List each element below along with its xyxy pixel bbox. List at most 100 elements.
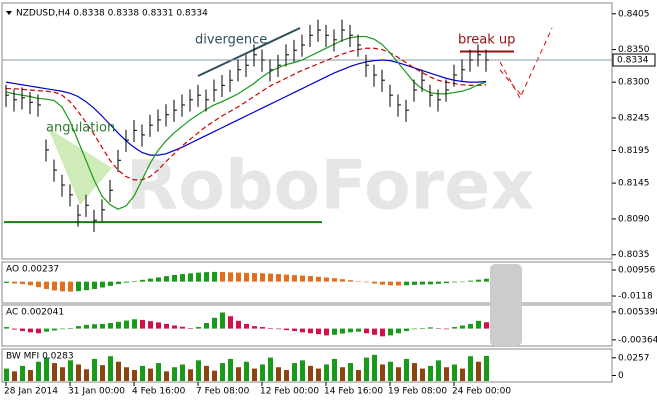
histogram-bar — [428, 365, 433, 381]
ac-panel — [1, 304, 613, 347]
histogram-bar — [412, 363, 417, 381]
histogram-bar — [204, 323, 209, 329]
histogram-bar — [380, 281, 385, 285]
histogram-bar — [28, 328, 33, 333]
histogram-bar — [20, 328, 25, 332]
histogram-bar — [276, 328, 281, 330]
histogram-bar — [244, 361, 249, 381]
histogram-bar — [420, 368, 425, 381]
current-price-box — [612, 53, 656, 67]
histogram-bar — [76, 281, 81, 292]
histogram-bar — [324, 328, 329, 336]
histogram-bar — [220, 272, 225, 282]
watermark: RoboForex — [126, 147, 534, 226]
histogram-bar — [52, 281, 57, 291]
histogram-bar — [116, 321, 121, 329]
y-tick-label: 0.8300 — [618, 78, 650, 88]
histogram-bar — [388, 281, 393, 286]
histogram-bar — [460, 325, 465, 329]
histogram-bar — [308, 276, 313, 282]
histogram-bar — [356, 328, 361, 332]
panel-title: AO 0.00237 — [6, 265, 59, 275]
histogram-bar — [212, 317, 217, 329]
histogram-bar — [284, 328, 289, 331]
histogram-bar — [204, 272, 209, 282]
forecast-area — [490, 264, 522, 346]
x-tick-label: 7 Feb 08:00 — [196, 387, 250, 397]
histogram-bar — [340, 367, 345, 381]
histogram-bar — [148, 321, 153, 329]
histogram-bar — [356, 281, 361, 282]
histogram-bar — [308, 328, 313, 334]
histogram-bar — [156, 363, 161, 381]
histogram-bar — [164, 323, 169, 329]
histogram-bar — [276, 367, 281, 381]
histogram-bar — [300, 328, 305, 333]
histogram-bar — [364, 328, 369, 334]
histogram-bar — [172, 367, 177, 381]
histogram-bar — [404, 358, 409, 381]
histogram-bar — [444, 328, 449, 330]
histogram-bar — [44, 281, 49, 289]
ao-panel — [1, 261, 613, 304]
histogram-bar — [196, 327, 201, 329]
histogram-bar — [284, 274, 289, 282]
histogram-bar — [60, 367, 65, 381]
histogram-bar — [468, 323, 473, 329]
x-tick-label: 31 Jan 00:00 — [68, 387, 125, 397]
histogram-bar — [220, 363, 225, 381]
histogram-bar — [436, 328, 441, 329]
y-tick-label: 0 — [618, 371, 624, 381]
histogram-bar — [292, 363, 297, 381]
x-tick-label: 4 Feb 16:00 — [132, 387, 186, 397]
histogram-bar — [20, 281, 25, 285]
histogram-bar — [332, 278, 337, 282]
histogram-bar — [324, 277, 329, 282]
indicator-line — [5, 59, 487, 156]
histogram-bar — [476, 320, 481, 329]
histogram-bar — [140, 279, 145, 282]
histogram-bar — [292, 328, 297, 332]
histogram-bar — [156, 322, 161, 329]
histogram-bar — [396, 328, 401, 334]
y-tick-label: 0.8035 — [618, 250, 650, 260]
y-tick-label: -0.0118 — [618, 292, 653, 302]
x-tick-label: 28 Jan 2014 — [4, 387, 58, 397]
histogram-bar — [372, 354, 377, 381]
x-tick-label: 24 Feb 00:00 — [452, 387, 511, 397]
histogram-bar — [244, 323, 249, 329]
histogram-bar — [236, 320, 241, 329]
histogram-bar — [260, 364, 265, 381]
histogram-bar — [132, 319, 137, 329]
histogram-bar — [20, 365, 25, 381]
histogram-bar — [316, 276, 321, 282]
histogram-bar — [28, 281, 33, 286]
forecast-line — [499, 69, 523, 97]
histogram-bar — [356, 369, 361, 381]
histogram-bar — [380, 364, 385, 381]
histogram-bar — [92, 324, 97, 329]
histogram-bar — [284, 369, 289, 381]
histogram-bar — [84, 369, 89, 381]
histogram-bar — [148, 278, 153, 282]
histogram-bar — [484, 355, 489, 381]
histogram-bar — [172, 325, 177, 329]
histogram-bar — [300, 360, 305, 381]
panel-title: AC 0.002041 — [6, 308, 64, 318]
histogram-bar — [4, 327, 9, 329]
histogram-bar — [276, 274, 281, 282]
histogram-bar — [332, 328, 337, 335]
histogram-bar — [164, 371, 169, 381]
histogram-bar — [476, 361, 481, 381]
histogram-bar — [188, 369, 193, 381]
histogram-bar — [100, 365, 105, 381]
histogram-bar — [460, 281, 465, 283]
histogram-bar — [452, 364, 457, 381]
y-tick-label: 0.8245 — [618, 113, 650, 123]
histogram-bar — [84, 324, 89, 329]
histogram-bar — [452, 281, 457, 283]
forecast-line — [499, 27, 553, 100]
histogram-bar — [244, 272, 249, 282]
histogram-bar — [52, 328, 57, 331]
